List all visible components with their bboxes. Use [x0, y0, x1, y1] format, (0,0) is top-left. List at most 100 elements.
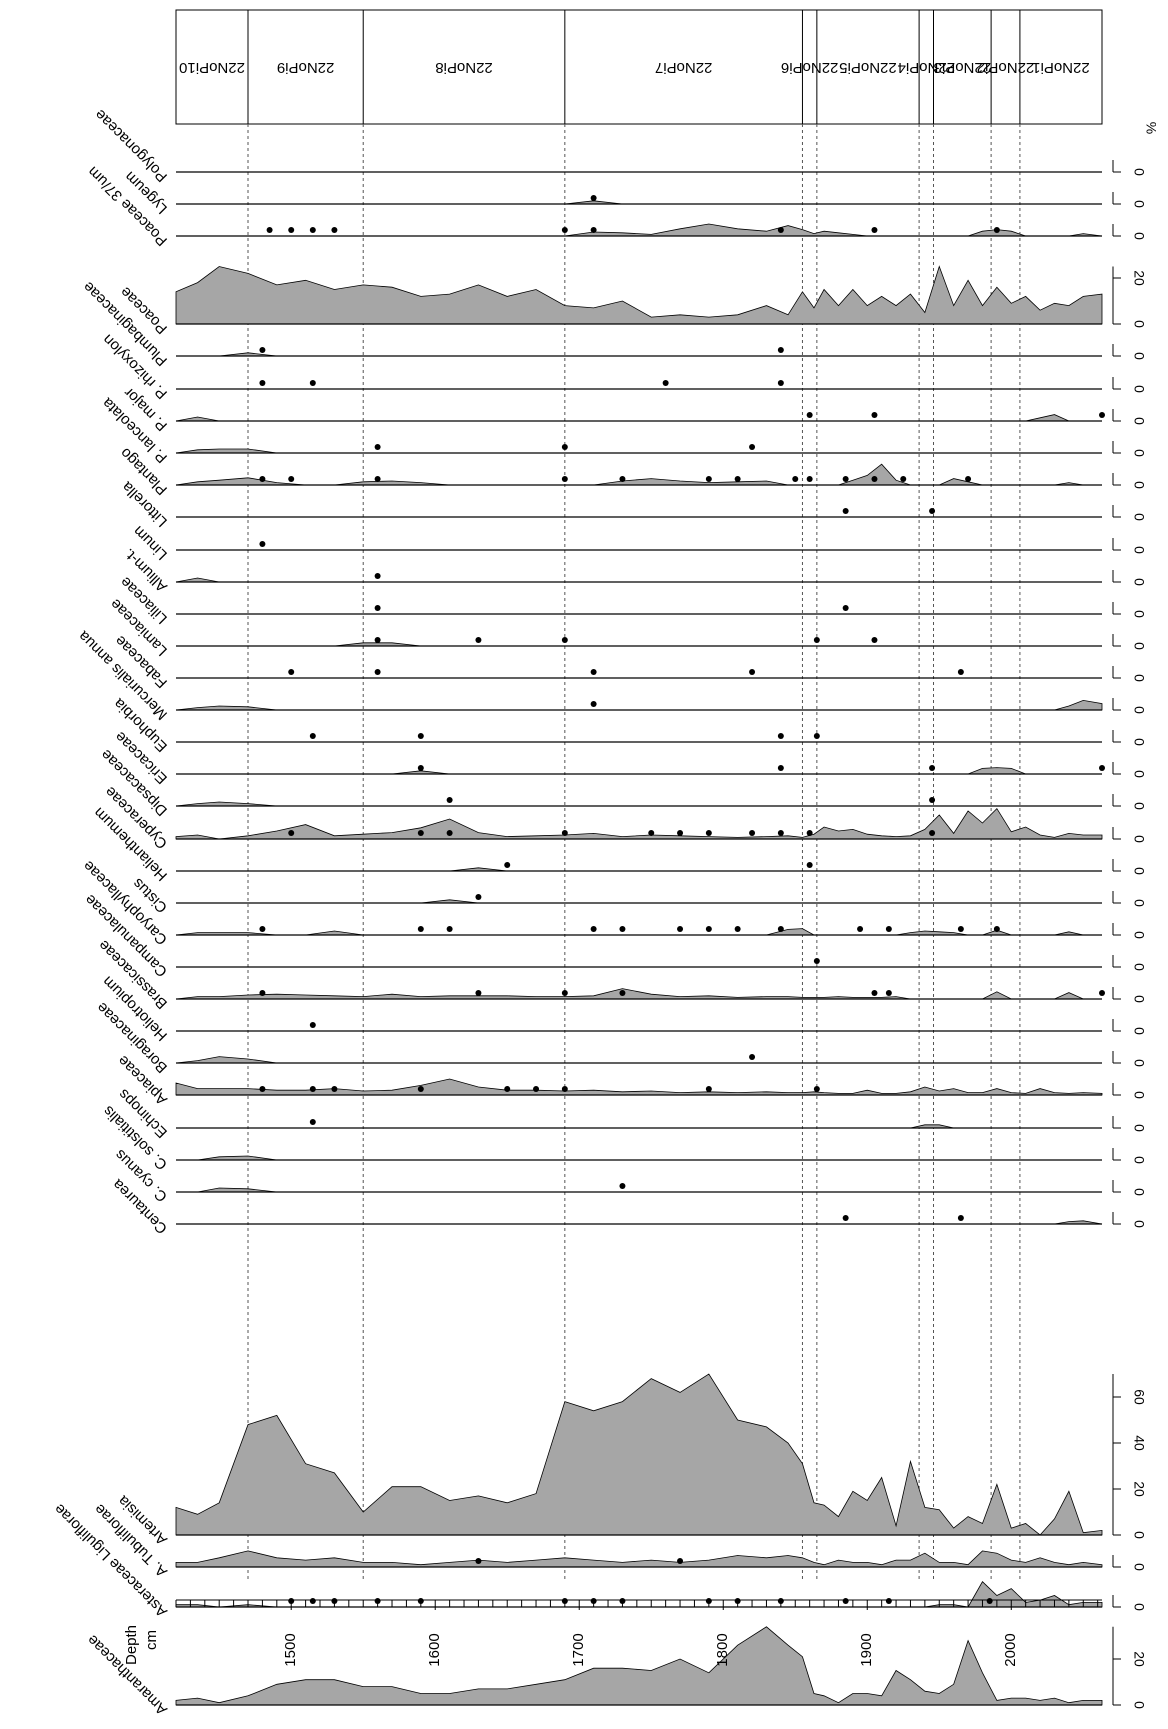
zone-label-22nopi2: 22NoPi2: [977, 59, 1035, 76]
presence-dot: [259, 347, 266, 353]
presence-dot: [806, 412, 813, 418]
zone-label-22nopi1: 22NoPi1: [1032, 59, 1090, 76]
taxon-p-major: 0P. major: [121, 384, 1148, 434]
presence-dot: [619, 476, 626, 482]
presence-dot: [929, 765, 936, 771]
presence-dot: [965, 476, 972, 482]
presence-dot: [374, 669, 381, 675]
presence-dot: [1099, 765, 1105, 771]
taxon-scale-tick-label: 0: [1131, 449, 1147, 457]
taxon-scale-tick-label: 0: [1131, 963, 1147, 971]
presence-dot: [749, 1054, 756, 1060]
taxon-scale-tick-label: 0: [1131, 1091, 1147, 1099]
taxon-scale-tick-label: 0: [1131, 1531, 1147, 1539]
presence-dot: [288, 830, 295, 836]
taxon-scale-tick-label: 0: [1131, 1220, 1147, 1228]
presence-dot: [417, 733, 424, 739]
presence-dot: [619, 1183, 626, 1189]
presence-dot: [475, 1558, 482, 1564]
presence-dot: [705, 1086, 712, 1092]
presence-dot: [309, 1086, 316, 1092]
taxon-scale-tick-label: 0: [1131, 1701, 1147, 1709]
presence-dot: [475, 637, 482, 643]
presence-dot: [885, 926, 892, 932]
presence-dot: [777, 765, 784, 771]
presence-dot: [777, 926, 784, 932]
presence-dot: [561, 444, 568, 450]
presence-dot: [842, 1598, 849, 1604]
zone-label-22nopi8: 22NoPi8: [435, 59, 493, 76]
presence-dot: [842, 508, 849, 514]
taxon-area: [175, 414, 1102, 422]
presence-dot: [561, 1086, 568, 1092]
taxon-area: [176, 767, 1102, 775]
presence-dot: [813, 958, 820, 964]
taxon-scale-tick-label: 40: [1131, 1435, 1147, 1451]
taxon-scale-tick-label: 0: [1131, 1124, 1147, 1132]
taxon-scale-tick-label: 0: [1131, 867, 1147, 875]
presence-dot: [446, 926, 453, 932]
presence-dot: [417, 830, 424, 836]
taxon-scale-tick-label: 0: [1131, 1603, 1147, 1611]
presence-dot: [446, 797, 453, 803]
taxon-scale-tick-label: 0: [1131, 835, 1147, 843]
presence-dot: [993, 926, 1000, 932]
presence-dot: [266, 227, 273, 233]
presence-dot: [417, 1086, 424, 1092]
presence-dot: [619, 926, 626, 932]
taxon-scale-tick-label: 0: [1131, 1188, 1147, 1196]
taxon-scale-tick-label: 0: [1131, 899, 1147, 907]
presence-dot: [374, 444, 381, 450]
presence-dot: [871, 227, 878, 233]
taxon-scale-tick-label: 0: [1131, 706, 1147, 714]
presence-dot: [957, 669, 964, 675]
presence-dot: [417, 765, 424, 771]
presence-dot: [871, 412, 878, 418]
presence-dot: [1099, 990, 1105, 996]
taxon-scale-tick-label: 0: [1131, 610, 1147, 618]
taxon-area: [175, 1626, 1103, 1706]
taxon-scale-tick-label: 0: [1131, 168, 1147, 176]
presence-dot: [259, 476, 266, 482]
presence-dot: [288, 476, 295, 482]
presence-dot: [842, 605, 849, 611]
presence-dot: [259, 926, 266, 932]
zone-label-22nopi6: 22NoPi6: [781, 59, 839, 76]
presence-dot: [777, 830, 784, 836]
presence-dot: [734, 926, 741, 932]
presence-dot: [885, 990, 892, 996]
taxon-c-solstitialis: 0C. solstitialis: [100, 1102, 1147, 1173]
zone-label-22nopi5: 22NoPi5: [839, 59, 897, 76]
taxon-scale-tick-label: 0: [1131, 931, 1147, 939]
presence-dot: [331, 227, 338, 233]
presence-dot: [749, 444, 756, 450]
presence-dot: [885, 1598, 892, 1604]
depth-axis-unit: cm: [143, 1630, 160, 1650]
presence-dot: [590, 701, 597, 707]
taxon-area: [175, 1056, 1102, 1064]
presence-dot: [259, 380, 266, 386]
taxon-c-cyanus: 0C. cyanus: [112, 1146, 1148, 1205]
presence-dot: [806, 862, 813, 868]
taxon-scale-tick-label: 60: [1131, 1389, 1147, 1405]
presence-dot: [806, 830, 813, 836]
taxon-area: [175, 265, 1103, 325]
presence-dot: [590, 926, 597, 932]
presence-dot: [929, 508, 936, 514]
presence-dot: [662, 380, 669, 386]
presence-dot: [504, 1086, 511, 1092]
presence-dot: [259, 541, 266, 547]
presence-dot: [590, 669, 597, 675]
depth-tick-label-1700: 1700: [570, 1633, 587, 1666]
presence-dot: [777, 347, 784, 353]
